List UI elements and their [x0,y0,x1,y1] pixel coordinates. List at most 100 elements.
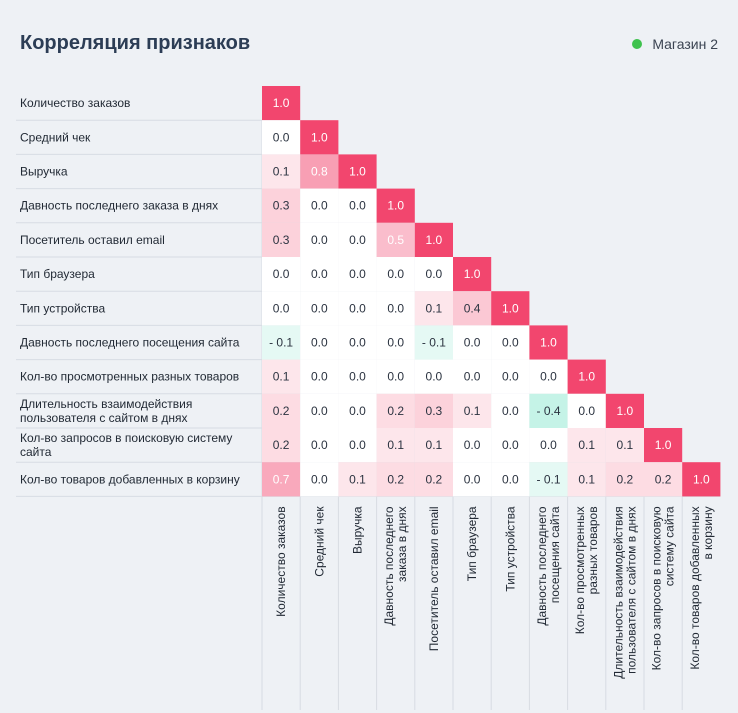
heatmap-cell [300,291,339,326]
heatmap-cell [414,428,453,463]
cell-value: 1.0 [693,472,710,486]
cell-value: - 0.1 [422,336,446,350]
cell-value: 0.2 [617,472,634,486]
cell-value: 1.0 [349,165,366,179]
cell-value: 0.0 [540,438,557,452]
row-label-line: Выручка [20,165,68,179]
heatmap-cell [644,428,683,463]
row-label-line: Кол-во товаров добавленных в корзину [20,472,240,486]
cell-value: 0.0 [502,370,519,384]
column-label: Посетитель оставил email [427,506,441,651]
heatmap-cell [338,393,377,428]
cell-value: 1.0 [311,130,328,144]
heatmap-cell [300,359,339,394]
row-label-line: Посетитель оставил email [20,233,165,247]
heatmap-cell [300,257,339,292]
column-label-line: Выручка [351,506,365,554]
chart-title: Корреляция признаков [20,32,251,54]
heatmap-cell [453,325,492,360]
heatmap-cell [605,462,644,497]
cell-value: 0.0 [502,472,519,486]
row-label: Давность последнего посещения сайта [20,336,240,350]
cell-value: 0.8 [311,165,328,179]
heatmap-cell [453,462,492,497]
row-label-line: Давность последнего посещения сайта [20,336,240,350]
cell-value: 1.0 [578,370,595,384]
heatmap-cell [262,222,301,257]
heatmap-cell [605,428,644,463]
heatmap-cell [491,325,530,360]
heatmap-cell [300,325,339,360]
column-label-line: разных товаров [586,506,600,594]
heatmap-cell [682,462,721,497]
row-label: Давность последнего заказа в днях [20,199,218,213]
heatmap-cell [605,393,644,428]
row-label: Кол-во запросов в поисковую систему сайта [20,431,232,459]
row-label-line: сайта [20,445,52,459]
row-label: Количество заказов [20,96,130,110]
heatmap-cell [529,462,568,497]
cell-value: 0.0 [387,336,404,350]
heatmap-cell [529,428,568,463]
heatmap-cell [567,393,606,428]
heatmap-cell [567,359,606,394]
heatmap-cell [300,120,339,155]
row-label: Длительность взаимодействия пользователя … [20,397,192,425]
column-label: Тип устройства [503,506,517,591]
cell-value: 0.1 [273,370,290,384]
cell-value: 0.1 [464,404,481,418]
cell-value: 0.1 [426,301,443,315]
heatmap-cell [376,428,415,463]
heatmap-cell [262,291,301,326]
column-label-line: Тип устройства [503,506,517,591]
cell-value: 0.0 [311,336,328,350]
row-label: Выручка [20,165,68,179]
heatmap-cell [376,222,415,257]
cell-value: 0.0 [464,336,481,350]
row-label-line: Тип устройства [20,301,105,315]
heatmap-cell [453,257,492,292]
column-label-line: Посетитель оставил email [427,506,441,651]
cell-value: 1.0 [387,199,404,213]
heatmap-cell [262,257,301,292]
cell-value: - 0.1 [269,336,293,350]
cell-value: 0.3 [426,404,443,418]
row-label: Посетитель оставил email [20,233,165,247]
heatmap-cell [262,359,301,394]
cell-value: 0.0 [311,233,328,247]
heatmap-cell [338,222,377,257]
column-label: Тип браузера [465,506,479,581]
legend[interactable]: Магазин 2 [632,36,718,52]
cell-value: 0.0 [311,472,328,486]
cell-value: 0.0 [502,336,519,350]
cell-value: 0.0 [349,370,366,384]
heatmap-cell [414,462,453,497]
cell-value: 0.7 [273,472,290,486]
column-label-line: Давность последнего [535,506,549,626]
column-label-line: Количество заказов [274,506,288,616]
row-label-line: Средний чек [20,130,91,144]
row-label-line: Длительность взаимодействия [20,397,192,411]
legend-dot-icon [632,39,643,49]
heatmap-cell [414,325,453,360]
cell-value: 0.0 [540,370,557,384]
cell-value: 0.1 [387,438,404,452]
cell-value: 0.0 [273,267,290,281]
heatmap-cell [414,359,453,394]
cell-value: 0.0 [387,301,404,315]
heatmap-cell [453,393,492,428]
heatmap-cell [300,462,339,497]
cell-value: 0.0 [387,267,404,281]
cell-value: 0.3 [273,199,290,213]
heatmap-cell [262,428,301,463]
cell-value: 0.2 [426,472,443,486]
row-label-line: Давность последнего заказа в днях [20,199,218,213]
cell-value: 0.0 [387,370,404,384]
row-label-line: Тип браузера [20,267,95,281]
heatmap-cell [338,291,377,326]
heatmap-cell [262,188,301,223]
heatmap-cell [491,428,530,463]
heatmap-cell [300,428,339,463]
cell-value: 1.0 [273,96,290,110]
